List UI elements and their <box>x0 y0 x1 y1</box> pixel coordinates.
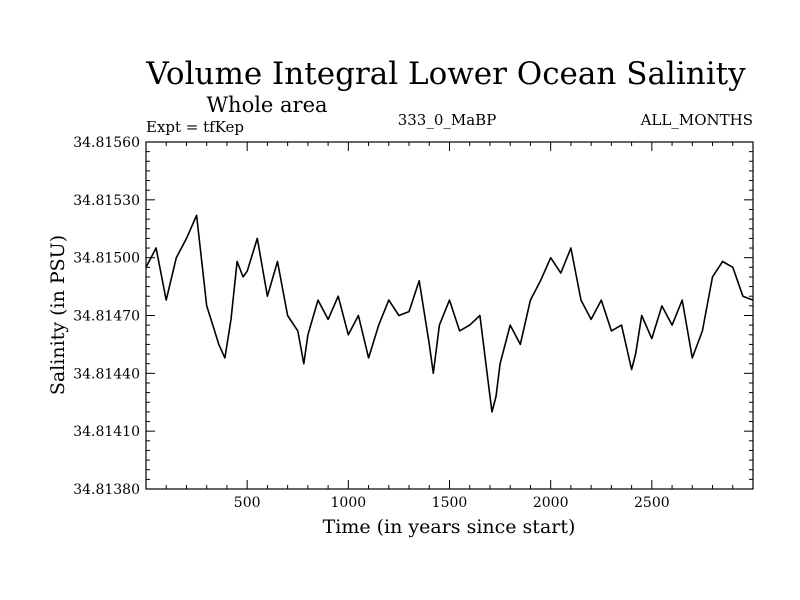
y-tick-label: 34.81530 <box>73 193 140 209</box>
x-axis-label: Time (in years since start) <box>323 516 576 538</box>
y-tick-label: 34.81560 <box>73 135 140 151</box>
y-tick-label: 34.81500 <box>73 251 140 267</box>
chart-title: Volume Integral Lower Ocean Salinity <box>145 56 746 92</box>
x-tick-label: 1000 <box>331 495 367 511</box>
series-layer <box>145 214 754 413</box>
months-label: ALL_MONTHS <box>640 111 753 129</box>
x-tick-label: 2000 <box>533 495 569 511</box>
x-tick-label: 2500 <box>634 495 670 511</box>
chart-subtitle: Whole area <box>206 93 327 117</box>
y-tick-label: 34.81470 <box>73 309 140 325</box>
experiment-label: Expt = tfKep <box>146 118 244 136</box>
y-tick-label: 34.81440 <box>73 366 140 382</box>
series-line-0 <box>145 214 754 413</box>
y-tick-label: 34.81410 <box>73 424 140 440</box>
period-label: 333_0_MaBP <box>398 111 497 129</box>
axis-ticks: 500 1000 1500 2000 2500 34.81380 34.81410 34.81… <box>73 135 753 511</box>
plot-frame <box>145 141 754 490</box>
y-axis-label: Salinity (in PSU) <box>47 235 69 395</box>
y-tick-label: 34.81380 <box>73 482 140 498</box>
x-tick-label: 500 <box>234 495 261 511</box>
x-tick-label: 1500 <box>432 495 468 511</box>
